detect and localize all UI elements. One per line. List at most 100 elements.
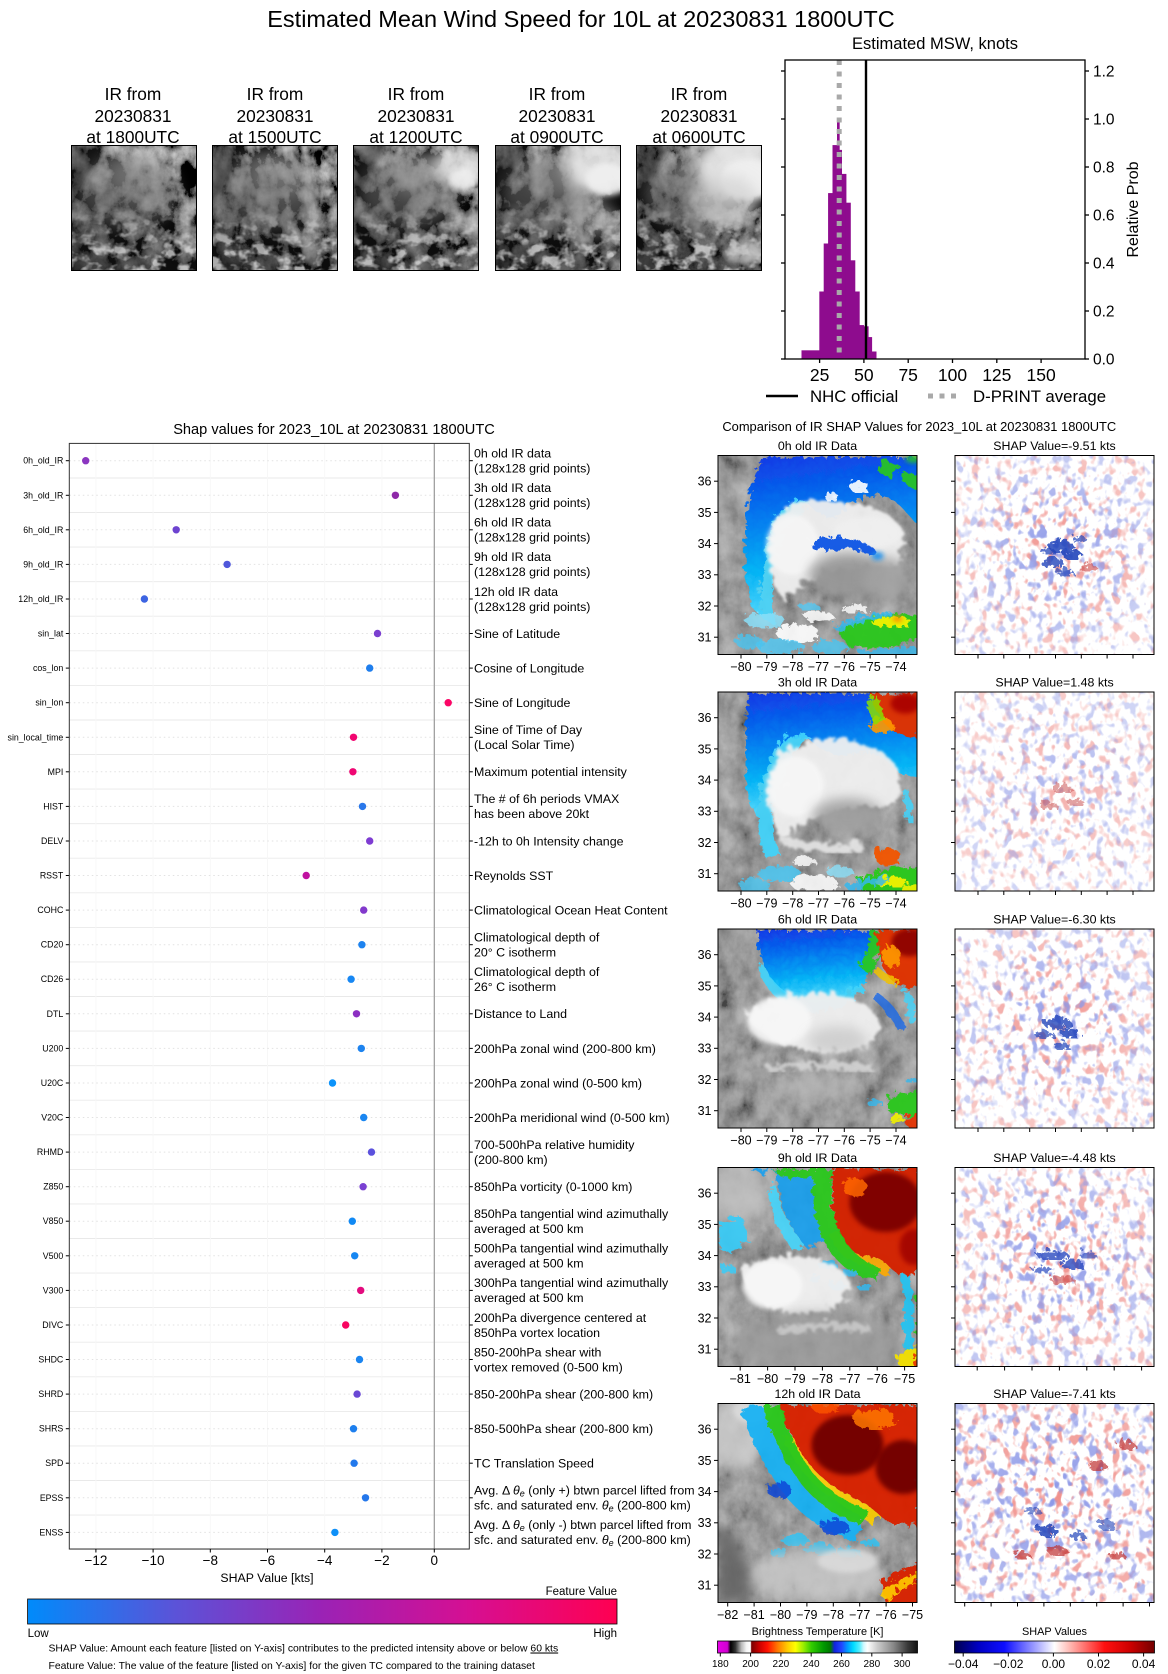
svg-text:34: 34 [698, 774, 712, 788]
svg-text:−81: −81 [730, 1372, 751, 1386]
svg-text:−75: −75 [894, 1372, 915, 1386]
svg-text:−8: −8 [203, 1553, 218, 1568]
svg-text:The # of 6h periods VMAX: The # of 6h periods VMAX [474, 792, 619, 806]
svg-text:V300: V300 [43, 1285, 64, 1295]
svg-text:36: 36 [698, 475, 712, 489]
svg-text:−76: −76 [867, 1372, 888, 1386]
svg-text:−6: −6 [260, 1553, 275, 1568]
svg-text:SHRS: SHRS [39, 1424, 64, 1434]
svg-text:0.02: 0.02 [1087, 1657, 1111, 1671]
svg-text:Cosine of Longitude: Cosine of Longitude [474, 662, 584, 676]
svg-text:9h_old_IR: 9h_old_IR [23, 559, 63, 569]
svg-text:−82: −82 [717, 1608, 738, 1622]
svg-text:−2: −2 [374, 1553, 389, 1568]
svg-text:has been above 20kt: has been above 20kt [474, 807, 590, 821]
svg-text:0.0: 0.0 [1093, 352, 1115, 369]
svg-text:12h old IR Data: 12h old IR Data [774, 1387, 860, 1401]
svg-text:50: 50 [854, 365, 874, 385]
svg-text:−78: −78 [823, 1608, 844, 1622]
svg-text:−74: −74 [885, 1134, 906, 1148]
svg-text:−74: −74 [885, 897, 906, 911]
svg-text:(128x128 grid points): (128x128 grid points) [474, 531, 590, 545]
svg-text:200hPa zonal wind (0-500 km): 200hPa zonal wind (0-500 km) [474, 1076, 642, 1090]
svg-text:35: 35 [698, 1454, 712, 1468]
svg-text:36: 36 [698, 711, 712, 725]
svg-text:Feature Value: The value of th: Feature Value: The value of the feature … [49, 1661, 535, 1672]
svg-text:700-500hPa relative humidity: 700-500hPa relative humidity [474, 1138, 635, 1152]
svg-text:−79: −79 [784, 1372, 805, 1386]
svg-text:Brightness Temperature [K]: Brightness Temperature [K] [752, 1626, 884, 1638]
svg-text:-12h to 0h Intensity change: -12h to 0h Intensity change [474, 834, 624, 848]
svg-text:200hPa zonal wind (200-800 km): 200hPa zonal wind (200-800 km) [474, 1042, 656, 1056]
svg-text:0.8: 0.8 [1093, 160, 1115, 177]
svg-text:32: 32 [698, 1073, 712, 1087]
svg-text:sfc. and saturated env. θe (20: sfc. and saturated env. θe (200-800 km) [474, 1499, 691, 1514]
svg-text:averaged at 500 km: averaged at 500 km [474, 1291, 584, 1305]
svg-text:36: 36 [698, 948, 712, 962]
svg-text:200hPa divergence centered at: 200hPa divergence centered at [474, 1311, 647, 1325]
svg-text:36: 36 [698, 1187, 712, 1201]
svg-text:−78: −78 [782, 897, 803, 911]
svg-text:150: 150 [1026, 365, 1055, 385]
svg-text:D-PRINT average: D-PRINT average [973, 387, 1106, 406]
svg-text:33: 33 [698, 568, 712, 582]
svg-text:CD26: CD26 [41, 974, 64, 984]
svg-text:32: 32 [698, 836, 712, 850]
svg-text:−75: −75 [902, 1608, 923, 1622]
svg-text:3h old IR Data: 3h old IR Data [778, 676, 857, 690]
svg-text:0h old IR Data: 0h old IR Data [778, 439, 857, 453]
svg-text:−78: −78 [782, 660, 803, 674]
svg-text:220: 220 [773, 1659, 790, 1670]
svg-text:U200: U200 [42, 1043, 63, 1053]
svg-text:SHAP Value [kts]: SHAP Value [kts] [220, 1571, 313, 1585]
svg-text:SHRD: SHRD [38, 1389, 63, 1399]
svg-text:DELV: DELV [41, 836, 63, 846]
svg-text:RSST: RSST [40, 871, 64, 881]
svg-text:31: 31 [698, 631, 712, 645]
svg-text:Climatological Ocean Heat Cont: Climatological Ocean Heat Content [474, 904, 668, 918]
svg-text:Sine of Latitude: Sine of Latitude [474, 627, 560, 641]
svg-text:34: 34 [698, 1011, 712, 1025]
svg-text:sfc. and saturated env. θe (20: sfc. and saturated env. θe (200-800 km) [474, 1533, 691, 1548]
svg-text:300: 300 [894, 1659, 911, 1670]
svg-text:−81: −81 [743, 1608, 764, 1622]
svg-text:SHAP Values: SHAP Values [1022, 1626, 1088, 1638]
svg-text:260: 260 [833, 1659, 850, 1670]
svg-text:V500: V500 [43, 1251, 64, 1261]
svg-text:300hPa tangential wind azimuth: 300hPa tangential wind azimuthally [474, 1276, 669, 1290]
svg-text:33: 33 [698, 1280, 712, 1294]
svg-text:0.2: 0.2 [1093, 304, 1115, 321]
svg-text:Estimated MSW, knots: Estimated MSW, knots [852, 35, 1018, 53]
svg-text:−80: −80 [730, 1134, 751, 1148]
svg-text:−74: −74 [885, 660, 906, 674]
svg-text:TC Translation Speed: TC Translation Speed [474, 1457, 594, 1471]
svg-text:−80: −80 [730, 660, 751, 674]
svg-text:850-200hPa shear (200-800 km): 850-200hPa shear (200-800 km) [474, 1388, 653, 1402]
svg-text:180: 180 [712, 1659, 729, 1670]
svg-text:vortex removed (0-500 km): vortex removed (0-500 km) [474, 1360, 623, 1374]
svg-text:0.04: 0.04 [1132, 1657, 1156, 1671]
svg-text:0.6: 0.6 [1093, 208, 1115, 225]
svg-text:V850: V850 [43, 1216, 64, 1226]
svg-text:SHAP Value=-9.51 kts: SHAP Value=-9.51 kts [993, 439, 1115, 453]
svg-text:500hPa tangential wind azimuth: 500hPa tangential wind azimuthally [474, 1242, 669, 1256]
svg-text:−79: −79 [796, 1608, 817, 1622]
svg-text:34: 34 [698, 1249, 712, 1263]
svg-text:U20C: U20C [41, 1078, 64, 1088]
svg-text:(128x128 grid points): (128x128 grid points) [474, 600, 590, 614]
svg-text:Low: Low [28, 1628, 50, 1640]
svg-text:−77: −77 [849, 1608, 870, 1622]
svg-text:1.2: 1.2 [1093, 64, 1115, 81]
svg-text:0: 0 [431, 1553, 439, 1568]
svg-text:−79: −79 [756, 897, 777, 911]
svg-text:−77: −77 [839, 1372, 860, 1386]
svg-text:−0.04: −0.04 [948, 1657, 979, 1671]
svg-text:−80: −80 [730, 897, 751, 911]
svg-text:SHDC: SHDC [38, 1355, 64, 1365]
svg-text:6h_old_IR: 6h_old_IR [23, 525, 63, 535]
svg-text:−76: −76 [875, 1608, 896, 1622]
svg-text:35: 35 [698, 742, 712, 756]
svg-text:DTL: DTL [47, 1009, 64, 1019]
svg-text:31: 31 [698, 1104, 712, 1118]
svg-text:(200-800 km): (200-800 km) [474, 1153, 548, 1167]
